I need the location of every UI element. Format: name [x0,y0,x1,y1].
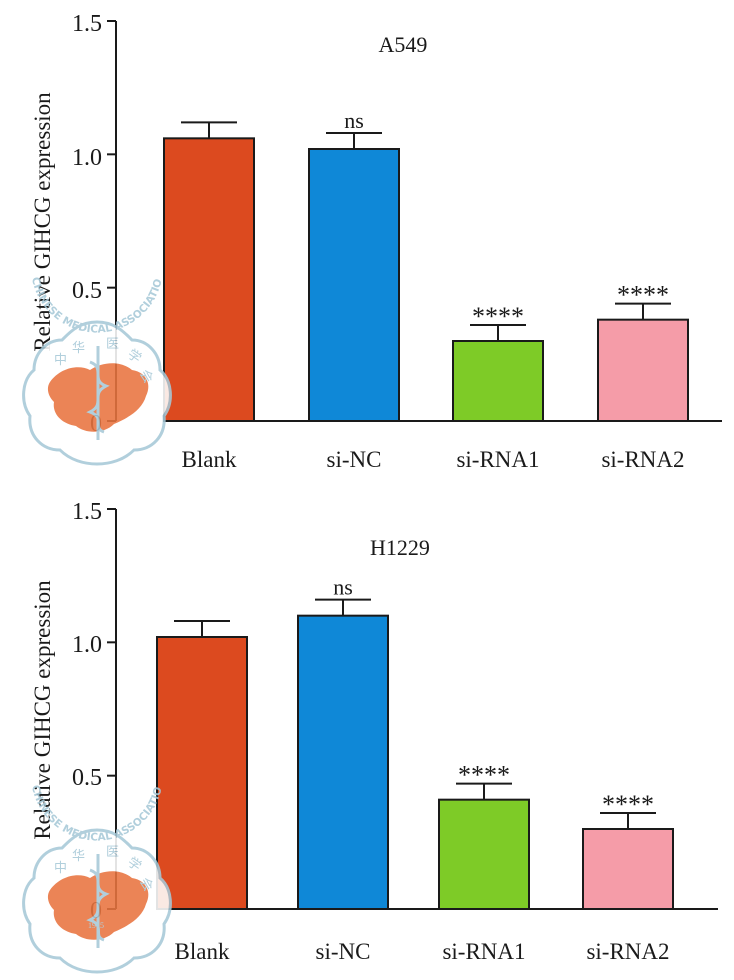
x-tick-label: Blank [182,447,237,472]
bar-blank [156,636,248,910]
staff-of-asclepius-icon [86,346,110,440]
seal-chinese-char: 会 [137,367,156,386]
significance-label: **** [472,302,524,331]
y-tick-label: 0.5 [72,278,102,304]
seal-chinese-char: 中 [54,352,67,367]
seal-year: 1915 [88,921,104,930]
significance-label: **** [617,281,669,310]
chart-title: A549 [379,32,428,57]
y-tick-label: 1.0 [72,145,102,171]
bar-si-rna1 [438,798,530,911]
x-tick-label: si-RNA1 [442,939,525,964]
y-tick-label: 1.5 [72,11,102,37]
bar-blank [163,137,255,422]
y-tick-labels: 0 0.5 1.0 1.5 [72,11,102,437]
bar-si-rna1 [452,340,544,422]
chart-title: H1229 [370,535,430,560]
x-tick-label: si-RNA2 [586,939,669,964]
significance-label: ns [344,108,364,133]
chart-a549: A549 Relative GIHCG expression 0 0.5 1.0… [30,11,722,472]
y-axis-label: Relative GIHCG expression [30,580,55,840]
bars-layer: ns **** **** [107,20,722,422]
bars-layer: ns **** **** [107,508,718,911]
bar-si-nc [297,614,389,911]
x-tick-label: si-RNA1 [456,447,539,472]
bar-si-rna2 [582,828,674,910]
bar-si-nc [308,148,400,422]
seal-chinese-char: 华 [72,340,85,355]
bar-si-rna2 [597,318,689,422]
significance-label: ns [333,575,353,600]
seal-chinese-char: 中 [54,860,67,875]
seal-chinese-char: 会 [137,875,156,894]
staff-of-asclepius-icon [86,854,110,948]
seal-chinese-char: 华 [72,848,85,863]
significance-label: **** [458,761,510,790]
significance-label: **** [602,790,654,819]
x-tick-labels: Blank si-NC si-RNA1 si-RNA2 [175,939,670,964]
y-axis-label: Relative GIHCG expression [30,92,55,352]
y-tick-label: 1.0 [72,632,102,658]
y-tick-label: 1.5 [72,499,102,525]
x-tick-label: Blank [175,939,230,964]
x-tick-label: si-NC [327,447,382,472]
x-tick-labels: Blank si-NC si-RNA1 si-RNA2 [182,447,685,472]
seal-chinese-char: 医 [106,844,119,859]
chart-h1229: H1229 Relative GIHCG expression 0 0.5 1.… [30,499,718,964]
y-tick-label: 0.5 [72,765,102,791]
x-tick-label: si-RNA2 [601,447,684,472]
x-tick-label: si-NC [316,939,371,964]
seal-chinese-char: 医 [106,336,119,351]
